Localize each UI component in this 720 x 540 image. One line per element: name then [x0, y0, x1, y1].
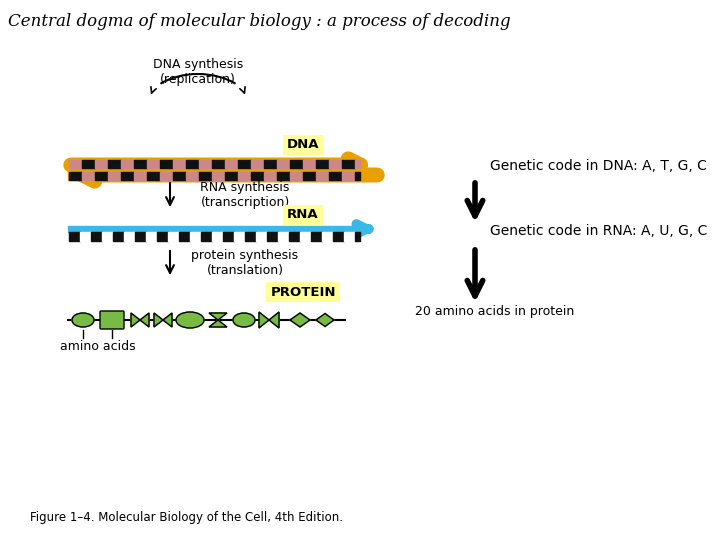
Ellipse shape: [176, 312, 204, 328]
Text: 20 amino acids in protein: 20 amino acids in protein: [415, 306, 575, 319]
Polygon shape: [209, 313, 227, 320]
Text: amino acids: amino acids: [60, 340, 136, 353]
Polygon shape: [140, 313, 149, 327]
Text: DNA synthesis
(replication): DNA synthesis (replication): [153, 58, 243, 86]
Polygon shape: [290, 313, 310, 327]
Text: Central dogma of molecular biology : a process of decoding: Central dogma of molecular biology : a p…: [8, 14, 510, 30]
Text: Genetic code in RNA: A, U, G, C: Genetic code in RNA: A, U, G, C: [490, 224, 707, 238]
Text: DNA: DNA: [287, 138, 319, 152]
Ellipse shape: [233, 313, 255, 327]
Text: RNA: RNA: [287, 208, 319, 221]
Text: protein synthesis
(translation): protein synthesis (translation): [192, 249, 299, 277]
Text: Genetic code in DNA: A, T, G, C: Genetic code in DNA: A, T, G, C: [490, 159, 707, 173]
Text: RNA synthesis
(transcription): RNA synthesis (transcription): [200, 181, 289, 209]
Ellipse shape: [72, 313, 94, 327]
Polygon shape: [154, 313, 163, 327]
Polygon shape: [163, 313, 172, 327]
FancyBboxPatch shape: [100, 311, 124, 329]
Text: PROTEIN: PROTEIN: [270, 286, 336, 299]
Polygon shape: [131, 313, 140, 327]
Polygon shape: [316, 314, 334, 327]
Polygon shape: [269, 312, 279, 328]
Polygon shape: [209, 320, 227, 327]
Text: Figure 1–4. Molecular Biology of the Cell, 4th Edition.: Figure 1–4. Molecular Biology of the Cel…: [30, 511, 343, 524]
Polygon shape: [259, 312, 269, 328]
